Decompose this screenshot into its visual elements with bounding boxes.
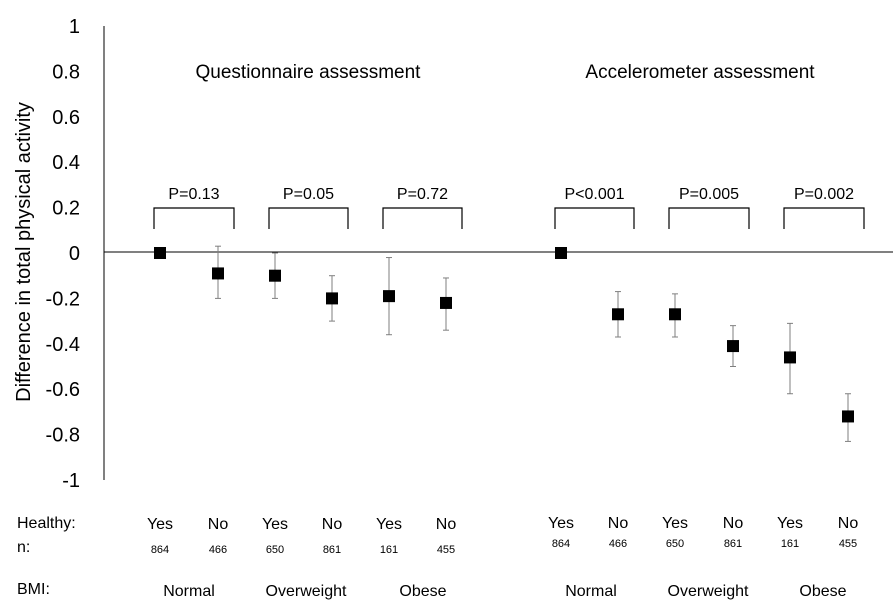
bmi-label: Normal <box>565 583 617 600</box>
healthy-label: No <box>608 515 629 532</box>
y-tick-label: -0.8 <box>46 425 80 447</box>
bmi-group: P<0.001 Yes 864 No 466 Normal <box>548 186 635 600</box>
bmi-row-label: BMI: <box>17 581 50 598</box>
panel: Accelerometer assessment P<0.001 Yes 864 No 4… <box>548 62 865 600</box>
n-label: 466 <box>609 538 627 550</box>
p-value-bracket <box>268 207 349 229</box>
y-tick-label: 0.4 <box>52 152 80 174</box>
healthy-label: No <box>723 515 744 532</box>
data-point <box>212 267 224 280</box>
p-value-bracket <box>554 207 635 229</box>
bmi-label: Obese <box>399 583 446 600</box>
panel-title: Accelerometer assessment <box>585 62 815 83</box>
data-point <box>612 308 624 321</box>
n-label: 161 <box>781 538 799 550</box>
p-value-bracket <box>153 207 235 229</box>
p-value-label: P=0.002 <box>794 186 854 203</box>
n-row-label: n: <box>17 539 30 556</box>
bmi-label: Normal <box>163 583 215 600</box>
p-value-label: P=0.05 <box>283 186 334 203</box>
bmi-label: Overweight <box>668 583 749 600</box>
bmi-label: Obese <box>799 583 846 600</box>
n-label: 466 <box>209 544 227 556</box>
p-value-label: P=0.72 <box>397 186 448 203</box>
p-value-bracket <box>382 207 463 229</box>
healthy-label: Yes <box>147 516 173 533</box>
n-label: 861 <box>323 544 341 556</box>
p-value-label: P<0.001 <box>564 186 624 203</box>
bmi-group: P=0.005 Yes 650 No 861 Overweight <box>662 186 750 600</box>
healthy-label: Yes <box>376 516 402 533</box>
bmi-group: P=0.13 Yes 864 No 466 Normal <box>147 186 235 600</box>
healthy-label: No <box>208 516 229 533</box>
p-value-bracket <box>783 207 865 229</box>
y-tick-label: -0.4 <box>46 334 80 356</box>
y-tick-label: -1 <box>62 470 80 492</box>
y-tick-label: -0.2 <box>46 288 80 310</box>
y-tick-label: 0.2 <box>52 198 80 220</box>
data-point <box>727 340 739 353</box>
data-point <box>555 247 567 259</box>
n-label: 455 <box>437 544 455 556</box>
data-point <box>269 269 281 282</box>
y-tick-labels: 1 0.8 0.6 0.4 0.2 0 -0.2 -0.4 -0.6 -0.8 -1 <box>46 16 80 492</box>
n-label: 861 <box>724 538 742 550</box>
panel: Questionnaire assessment P=0.13 Yes 864 No 46… <box>147 62 463 600</box>
data-point <box>440 296 452 309</box>
panel-title: Questionnaire assessment <box>196 62 422 83</box>
y-tick-label: 0.6 <box>52 107 80 129</box>
n-label: 455 <box>839 538 857 550</box>
data-point <box>383 290 395 303</box>
p-value-label: P=0.005 <box>679 186 739 203</box>
healthy-label: Yes <box>548 515 574 532</box>
n-label: 161 <box>380 544 398 556</box>
y-tick-label: 1 <box>69 16 80 38</box>
n-label: 650 <box>266 544 284 556</box>
healthy-label: Yes <box>262 516 288 533</box>
panels: Questionnaire assessment P=0.13 Yes 864 No 46… <box>147 62 865 600</box>
n-label: 650 <box>666 538 684 550</box>
data-point <box>154 247 166 259</box>
bmi-label: Overweight <box>266 583 347 600</box>
healthy-label: Yes <box>662 515 688 532</box>
y-tick-label: -0.6 <box>46 379 80 401</box>
data-point <box>842 410 854 423</box>
data-point <box>669 308 681 321</box>
data-point <box>326 292 338 305</box>
p-value-label: P=0.13 <box>168 186 219 203</box>
y-axis-label: Difference in total physical activity <box>13 102 35 402</box>
healthy-label: No <box>838 515 859 532</box>
data-point <box>784 351 796 364</box>
healthy-label: No <box>322 516 343 533</box>
y-tick-label: 0 <box>69 243 80 265</box>
n-label: 864 <box>151 544 169 556</box>
bmi-group: P=0.002 Yes 161 No 455 Obese <box>777 186 865 600</box>
healthy-label: Yes <box>777 515 803 532</box>
healthy-row-label: Healthy: <box>17 515 76 532</box>
n-label: 864 <box>552 538 570 550</box>
bmi-group: P=0.72 Yes 161 No 455 Obese <box>376 186 463 600</box>
bmi-group: P=0.05 Yes 650 No 861 Overweight <box>262 186 349 600</box>
healthy-label: No <box>436 516 457 533</box>
p-value-bracket <box>668 207 750 229</box>
y-tick-label: 0.8 <box>52 61 80 83</box>
